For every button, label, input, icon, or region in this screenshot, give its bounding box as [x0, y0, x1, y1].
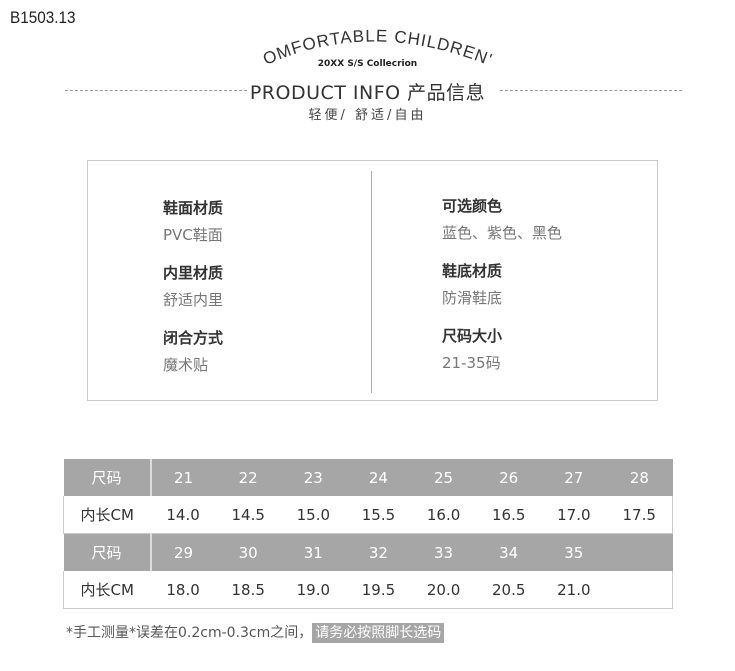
size-cell: 35	[541, 533, 607, 571]
info-value: 21-35码	[442, 354, 501, 372]
length-cell: 14.5	[215, 496, 281, 534]
row-header: 内长CM	[63, 571, 151, 609]
size-cell: 25	[411, 459, 477, 496]
info-label: 可选颜色	[442, 197, 503, 215]
product-code: B1503.13	[10, 8, 76, 27]
length-cell: 18.5	[215, 571, 281, 609]
size-cell: 22	[215, 459, 281, 496]
info-item: 可选颜色蓝色、紫色、黑色	[442, 195, 562, 243]
info-label: 闭合方式	[163, 329, 224, 347]
size-cell	[606, 533, 673, 571]
length-row: 内长CM 18.0 18.5 19.0 19.5 20.0 20.5 21.0	[63, 571, 673, 609]
length-row: 内长CM 14.0 14.5 15.0 15.5 16.0 16.5 17.0 17.5	[63, 496, 673, 534]
dashed-divider-left	[65, 90, 247, 91]
size-cell: 31	[280, 533, 346, 571]
info-value: 蓝色、紫色、黑色	[442, 224, 563, 242]
length-cell: 19.0	[280, 571, 346, 609]
page-title: PRODUCT INFO 产品信息	[249, 82, 486, 104]
note-text: *手工测量*误差在0.2cm-0.3cm之间，	[66, 625, 313, 641]
size-table: 尺码 21 22 23 24 25 26 27 28 内长CM 14.0 14.5 15.0 15.5 16…	[63, 459, 673, 609]
length-cell	[606, 571, 673, 609]
length-cell: 14.0	[150, 496, 216, 534]
size-cell: 27	[541, 459, 607, 496]
length-cell: 21.0	[541, 571, 607, 609]
info-item: 鞋面材质 PVC鞋面	[163, 197, 223, 245]
length-cell: 20.5	[476, 571, 542, 609]
info-value: 魔术贴	[163, 356, 209, 374]
info-label: 鞋底材质	[442, 262, 503, 280]
size-cell: 32	[345, 533, 411, 571]
size-row: 尺码 21 22 23 24 25 26 27 28	[63, 459, 673, 496]
length-cell: 15.0	[280, 496, 346, 534]
info-box: 鞋面材质 PVC鞋面 内里材质 舒适内里 闭合方式 魔术贴 可选颜色 蓝色、紫色、黑色 …	[87, 160, 658, 401]
length-cell: 16.0	[411, 496, 477, 534]
length-cell: 15.5	[345, 496, 411, 534]
size-cell: 34	[476, 533, 542, 571]
info-label: 鞋面材质	[163, 199, 224, 217]
vertical-divider	[371, 171, 372, 393]
row-header: 尺码	[63, 533, 152, 571]
size-cell: 28	[606, 459, 673, 496]
info-label: 内里材质	[163, 264, 224, 282]
length-cell: 16.5	[476, 496, 542, 534]
size-cell: 24	[345, 459, 411, 496]
length-cell: 19.5	[345, 571, 411, 609]
info-value: 舒适内里	[163, 291, 224, 309]
arc-title: COMFORTABLE CHILDREN'S	[230, 10, 494, 70]
size-cell: 29	[150, 533, 216, 571]
size-cell: 26	[476, 459, 542, 496]
size-cell: 30	[215, 533, 281, 571]
info-item: 尺码大小 21-35码	[442, 325, 502, 373]
subtitle: 轻便/ 舒适/自由	[308, 108, 427, 123]
size-row: 尺码 29 30 31 32 33 34 35	[63, 533, 673, 571]
info-item: 鞋底材质 防滑鞋底	[442, 260, 502, 308]
row-header: 尺码	[63, 459, 152, 496]
length-cell: 17.5	[606, 496, 673, 534]
length-cell: 17.0	[541, 496, 607, 534]
info-value: PVC鞋面	[163, 226, 223, 244]
info-label: 尺码大小	[442, 327, 503, 345]
length-cell: 20.0	[411, 571, 477, 609]
collection-label: 20XX S/S Collecrion	[317, 59, 418, 69]
note-highlight: 请务必按照脚长选码	[312, 623, 445, 643]
length-cell: 18.0	[150, 571, 216, 609]
measurement-note: *手工测量*误差在0.2cm-0.3cm之间， 请务必按照脚长选码	[66, 622, 445, 643]
dashed-divider-right	[500, 90, 682, 91]
size-cell: 33	[411, 533, 477, 571]
size-cell: 23	[280, 459, 346, 496]
size-cell: 21	[150, 459, 216, 496]
info-item: 内里材质 舒适内里	[163, 262, 223, 310]
row-header: 内长CM	[63, 496, 151, 534]
info-value: 防滑鞋底	[442, 289, 503, 307]
info-item: 闭合方式 魔术贴	[163, 327, 223, 375]
